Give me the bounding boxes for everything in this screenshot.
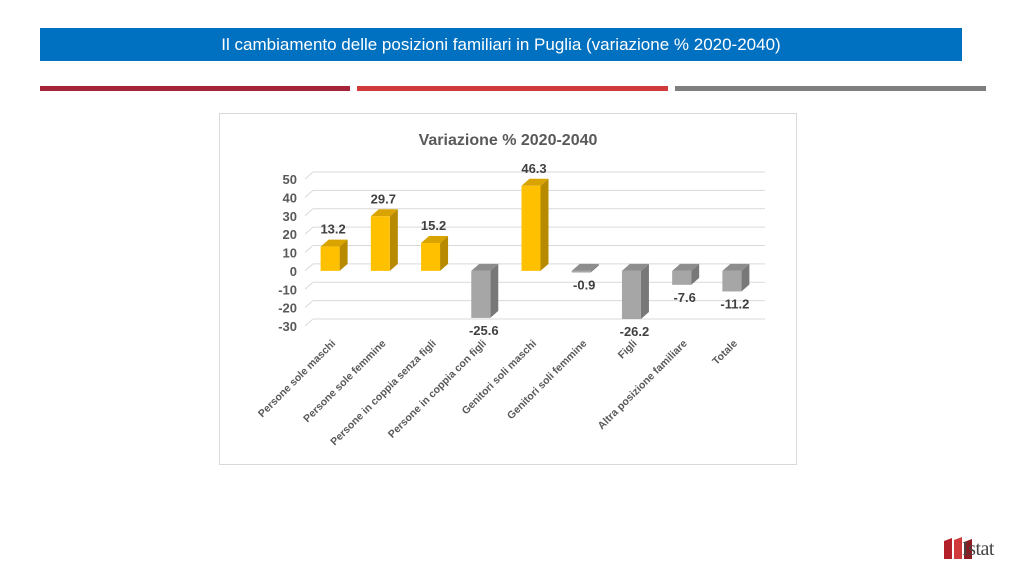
y-tick-label: -30 bbox=[278, 319, 297, 334]
x-category-label: Persone sole femmine bbox=[301, 338, 388, 425]
divider-red bbox=[357, 86, 668, 91]
bar bbox=[521, 185, 541, 271]
x-category-label: Altra posizione familiare bbox=[595, 338, 689, 432]
bar-top bbox=[521, 178, 549, 186]
data-label: -11.2 bbox=[720, 296, 749, 311]
bar bbox=[621, 270, 641, 320]
y-tick-label: -20 bbox=[278, 301, 297, 316]
y-tick-label: 0 bbox=[290, 264, 297, 279]
gridline-diagonal bbox=[304, 208, 314, 217]
bar-side bbox=[741, 263, 750, 292]
bar-chart: Variazione % 2020-2040 50 40 30 20 10 0 -10 -20… bbox=[256, 132, 765, 448]
bar-top bbox=[672, 263, 700, 271]
bar-top bbox=[621, 263, 649, 271]
y-tick-label: 10 bbox=[283, 246, 297, 261]
y-tick-label: -10 bbox=[278, 282, 297, 297]
bar bbox=[571, 270, 591, 273]
bar-top bbox=[370, 209, 398, 217]
bar-side bbox=[640, 263, 649, 320]
istat-logo-icon bbox=[944, 537, 972, 559]
bar-side bbox=[590, 263, 599, 273]
bar-top bbox=[571, 263, 599, 271]
bar-side bbox=[440, 235, 449, 271]
gridline-diagonal bbox=[304, 171, 314, 180]
bar-top bbox=[471, 263, 499, 271]
bar-side bbox=[540, 178, 549, 271]
bar-top bbox=[421, 235, 449, 243]
y-tick-label: 20 bbox=[283, 227, 297, 242]
bar-top bbox=[320, 239, 348, 247]
y-tick-label: 50 bbox=[283, 172, 297, 187]
data-label: -0.9 bbox=[573, 278, 595, 293]
gridline-diagonal bbox=[304, 189, 314, 198]
bar bbox=[722, 270, 742, 292]
x-category-label: Figli bbox=[616, 338, 640, 362]
slide-title-bar: Il cambiamento delle posizioni familiari… bbox=[40, 28, 962, 61]
bar-side bbox=[691, 263, 700, 285]
bar-side bbox=[389, 209, 398, 271]
x-category-label: Persone in coppia con figli bbox=[386, 338, 489, 441]
gridline-diagonal bbox=[304, 245, 314, 253]
slide-title: Il cambiamento delle posizioni familiari… bbox=[221, 34, 781, 54]
gridline-diagonal bbox=[304, 226, 314, 235]
gridline-diagonal bbox=[304, 300, 314, 309]
istat-logo-text: Istat bbox=[962, 538, 994, 560]
bar-side bbox=[339, 239, 348, 271]
divider-red-dark bbox=[40, 86, 350, 91]
y-tick-label: 30 bbox=[283, 209, 297, 224]
data-label: -7.6 bbox=[673, 290, 695, 305]
chart-container: Variazione % 2020-2040 50 40 30 20 10 0 -10 -20… bbox=[219, 113, 797, 465]
x-category-label: Totale bbox=[710, 338, 740, 368]
data-label: 29.7 bbox=[371, 191, 396, 206]
divider-gray bbox=[675, 86, 986, 91]
gridline-diagonal bbox=[304, 263, 314, 272]
bar bbox=[421, 242, 441, 271]
bar bbox=[320, 246, 340, 271]
data-label: -25.6 bbox=[469, 323, 499, 338]
bar-side bbox=[490, 263, 499, 318]
chart-title: Variazione % 2020-2040 bbox=[419, 132, 598, 149]
bar bbox=[672, 270, 692, 285]
data-label: 15.2 bbox=[421, 218, 446, 233]
bar-top bbox=[722, 263, 750, 271]
y-tick-label: 40 bbox=[283, 190, 297, 205]
gridline-diagonal bbox=[304, 318, 314, 327]
data-label: -26.2 bbox=[620, 324, 650, 339]
bar bbox=[370, 216, 390, 271]
x-category-label: Persone in coppia senza figli bbox=[328, 338, 438, 448]
data-label: 46.3 bbox=[521, 161, 546, 176]
gridline-diagonal bbox=[304, 281, 314, 290]
bar bbox=[471, 270, 491, 318]
data-label: 13.2 bbox=[320, 222, 345, 237]
